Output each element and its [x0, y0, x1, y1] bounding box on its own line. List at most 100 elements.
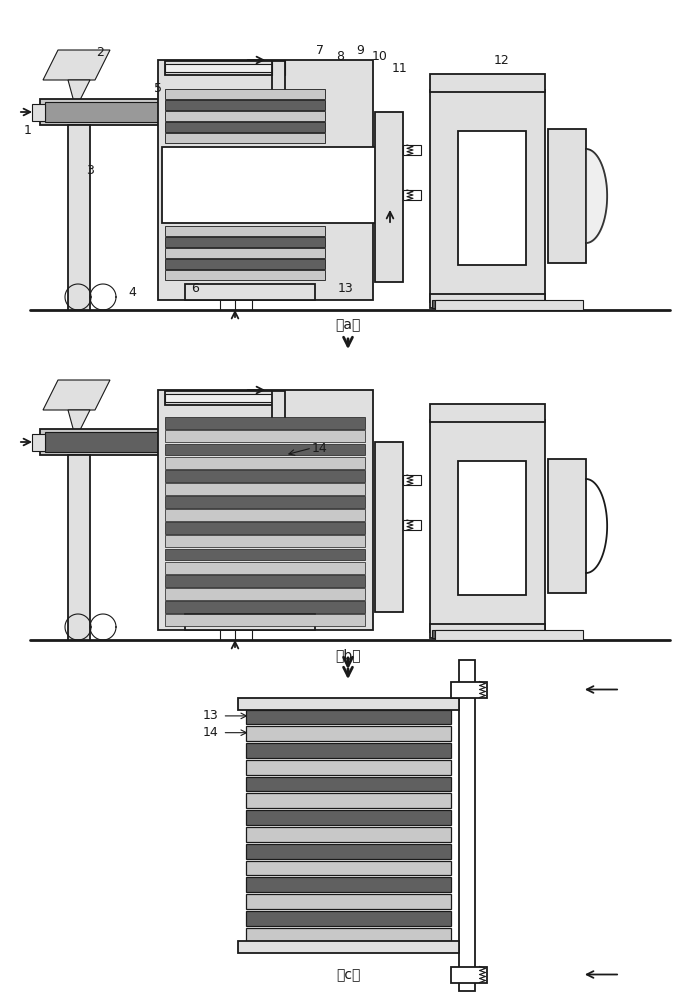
Text: 10: 10 [372, 50, 388, 64]
Bar [165, 89, 325, 99]
Bar [403, 520, 421, 530]
Bar [68, 125, 90, 310]
Bar [403, 145, 421, 155]
Bar [165, 496, 365, 508]
Bar [432, 300, 543, 308]
Bar [272, 391, 285, 423]
Bar [165, 417, 365, 429]
Bar [40, 99, 195, 125]
Bar [375, 112, 403, 282]
Bar [245, 911, 450, 926]
Bar [245, 894, 450, 909]
Polygon shape [43, 50, 110, 80]
Bar [165, 61, 275, 75]
Bar [45, 432, 190, 452]
Text: 11: 11 [392, 62, 408, 75]
Bar [548, 129, 586, 263]
Bar [430, 420, 545, 632]
Bar [245, 861, 450, 875]
Bar [165, 248, 325, 258]
Bar [165, 470, 365, 482]
Text: 3: 3 [86, 163, 94, 176]
Bar [165, 270, 325, 280]
Bar [403, 190, 421, 200]
Bar [185, 284, 315, 300]
Bar [165, 535, 365, 547]
Bar [430, 404, 545, 422]
Bar [245, 760, 450, 775]
Bar [165, 549, 365, 560]
Bar [245, 827, 450, 842]
Bar [165, 522, 365, 534]
Bar [432, 630, 543, 638]
Text: 9: 9 [356, 43, 364, 56]
Bar [165, 601, 365, 613]
Bar [185, 614, 315, 630]
Bar [450, 966, 487, 982]
Text: 2: 2 [96, 45, 104, 58]
Text: 1: 1 [24, 124, 32, 137]
Bar [32, 104, 45, 121]
Bar [165, 100, 325, 110]
Bar [245, 793, 450, 808]
Bar [245, 877, 450, 892]
Polygon shape [43, 380, 110, 410]
Bar [165, 483, 365, 495]
Bar [165, 394, 273, 402]
Bar [435, 300, 583, 310]
Bar [165, 588, 365, 600]
Bar [165, 259, 325, 269]
Bar [165, 614, 365, 626]
Bar [403, 475, 421, 485]
Bar [245, 777, 450, 791]
Text: 13: 13 [203, 709, 218, 722]
Text: （b）: （b） [335, 648, 361, 662]
Text: 8: 8 [336, 50, 344, 64]
Bar [375, 442, 403, 612]
Bar [165, 64, 273, 72]
Bar [430, 624, 545, 638]
Bar [165, 226, 325, 236]
Bar [238, 940, 459, 952]
Bar [162, 147, 376, 223]
Bar [458, 461, 526, 595]
Text: 13: 13 [338, 282, 354, 294]
Bar [430, 74, 545, 92]
Bar [238, 698, 459, 710]
Polygon shape [68, 410, 90, 432]
Bar [272, 61, 285, 93]
Bar [548, 459, 586, 593]
Text: （c）: （c） [336, 968, 360, 982]
Bar [68, 455, 90, 640]
Bar [165, 150, 374, 220]
Bar [40, 429, 195, 455]
Text: 6: 6 [191, 282, 199, 294]
Bar [165, 509, 365, 521]
Bar [158, 390, 373, 630]
Bar [45, 102, 190, 122]
Bar [165, 133, 325, 143]
Bar [245, 844, 450, 859]
Text: 5: 5 [154, 82, 162, 95]
Text: 4: 4 [128, 286, 136, 298]
Bar [165, 430, 365, 442]
Bar [165, 457, 365, 468]
Bar [450, 682, 487, 698]
Bar [435, 630, 583, 640]
Bar [32, 434, 45, 451]
Bar [165, 444, 365, 455]
Bar [245, 710, 450, 724]
Bar [245, 743, 450, 758]
Text: 7: 7 [316, 43, 324, 56]
Bar [165, 575, 365, 587]
Bar [165, 562, 365, 574]
Bar [245, 810, 450, 825]
Bar [459, 660, 475, 990]
Bar [245, 928, 450, 942]
Bar [245, 726, 450, 741]
Bar [165, 391, 275, 405]
Bar [165, 111, 325, 121]
Polygon shape [68, 80, 90, 102]
Bar [158, 60, 373, 300]
Text: （a）: （a） [335, 318, 360, 332]
